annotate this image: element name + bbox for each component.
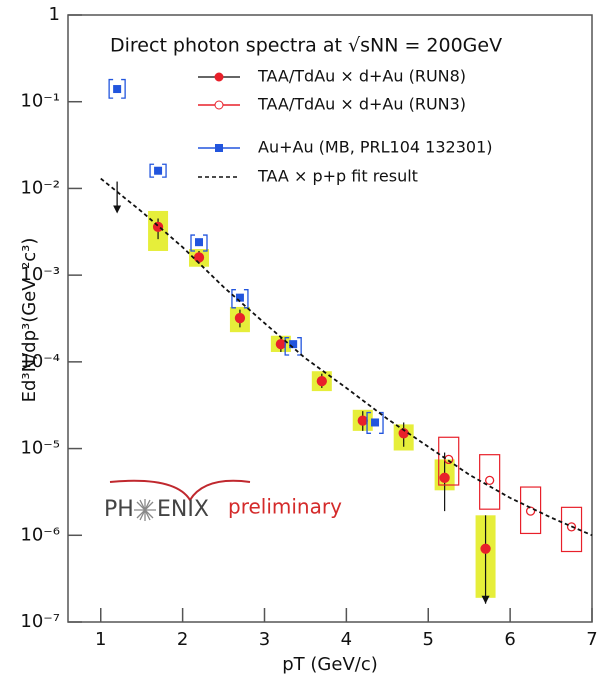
y-tick-label: 10⁻⁶	[20, 524, 60, 545]
marker	[371, 418, 380, 427]
marker	[235, 293, 244, 302]
fit-line	[100, 177, 593, 537]
marker	[195, 238, 203, 247]
y-axis-label: Ed³N/dp³(GeV⁻²c³)	[19, 238, 40, 403]
y-tick-label: 10⁻³	[20, 264, 60, 285]
chart-title: Direct photon spectra at √sNN = 200GeV	[110, 35, 502, 57]
x-tick-label: 4	[341, 629, 352, 650]
x-tick-label: 5	[423, 629, 434, 650]
syst-box	[479, 454, 501, 510]
x-tick-label: 6	[504, 629, 515, 650]
y-tick-label: 10⁻⁷	[20, 611, 60, 632]
x-axis-label: pT (GeV/c)	[282, 654, 377, 675]
syst-box	[560, 506, 583, 553]
logo-star	[134, 499, 156, 521]
marker	[193, 252, 205, 263]
logo-text: PH	[104, 497, 134, 522]
legend-label: TAA × p+p fit result	[257, 167, 418, 186]
marker	[357, 415, 368, 426]
marker	[480, 543, 491, 554]
syst-bracket	[190, 234, 208, 252]
syst-box	[438, 436, 460, 486]
marker	[289, 340, 298, 349]
y-tick-label: 10⁻¹	[20, 91, 60, 112]
syst-bracket	[231, 289, 249, 309]
x-tick-label: 1	[95, 629, 106, 650]
limit-arrow	[113, 205, 122, 214]
y-tick-label: 10⁻²	[20, 177, 60, 198]
marker	[485, 475, 495, 486]
legend-marker	[214, 100, 224, 110]
legend-label: Au+Au (MB, PRL104 132301)	[258, 138, 492, 157]
marker	[113, 85, 122, 94]
y-tick-label: 1	[49, 4, 60, 25]
limit-arrow	[481, 595, 490, 604]
syst-box	[519, 486, 542, 535]
syst-bracket	[108, 78, 126, 99]
legend-marker	[215, 144, 223, 152]
marker	[234, 312, 246, 324]
legend-marker	[214, 72, 224, 82]
x-tick-label: 7	[586, 629, 597, 650]
y-tick-label: 10⁻⁵	[20, 438, 60, 459]
x-tick-label: 2	[177, 629, 188, 650]
logo-text: ENIX	[157, 497, 209, 522]
syst-bracket	[284, 337, 302, 356]
marker	[439, 472, 450, 483]
legend-label: TAA/TdAu × d+Au (RUN8)	[257, 67, 466, 86]
marker	[316, 375, 327, 387]
logo-arc	[109, 479, 251, 502]
x-tick-label: 3	[259, 629, 270, 650]
marker	[566, 522, 577, 532]
marker	[154, 166, 163, 175]
syst-bracket	[366, 411, 384, 434]
legend-label: TAA/TdAu × d+Au (RUN3)	[257, 95, 466, 114]
y-tick-label: 10⁻⁴	[20, 351, 60, 372]
marker	[444, 454, 454, 465]
syst-bracket	[149, 163, 167, 178]
annotation: preliminary	[228, 495, 342, 519]
plot-frame	[67, 14, 593, 623]
